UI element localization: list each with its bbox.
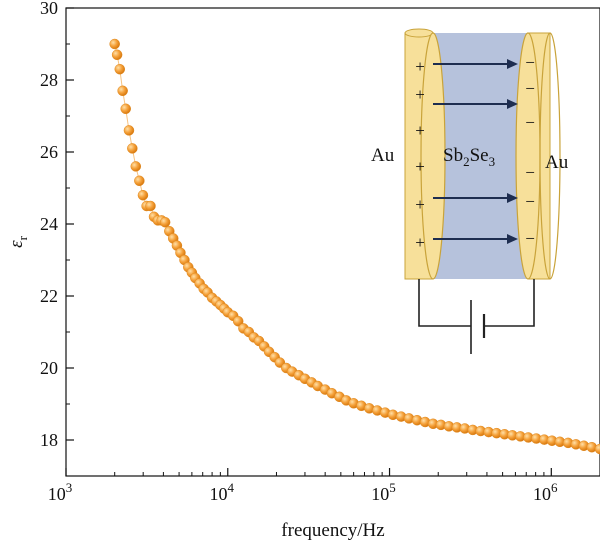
y-tick-label: 20 <box>40 358 58 378</box>
y-tick-label: 30 <box>40 0 58 18</box>
left-electrode-face <box>420 32 446 280</box>
y-axis-subscript: r <box>15 235 30 240</box>
data-point <box>111 49 123 61</box>
data-point <box>594 443 600 455</box>
y-tick-label: 24 <box>40 214 58 234</box>
plus-sign: + <box>415 157 425 176</box>
data-point <box>232 315 244 327</box>
y-tick-label: 28 <box>40 70 58 90</box>
axis-ticks: 18 20 22 24 26 28 30 103 104 105 106 <box>40 0 600 504</box>
minus-sign: − <box>525 79 535 98</box>
x-tick-label: 106 <box>533 480 558 504</box>
data-point <box>145 200 156 212</box>
right-au-label: Au <box>545 152 569 173</box>
left-wire <box>418 279 471 327</box>
data-point <box>159 216 171 228</box>
series-layer <box>109 38 600 455</box>
minus-sign: − <box>525 229 535 248</box>
plus-sign: + <box>415 57 425 76</box>
plot-area <box>65 7 600 477</box>
arrow-head <box>507 234 518 244</box>
x-axis-title: frequency/Hz <box>281 520 384 541</box>
left-electrode-top <box>404 28 434 38</box>
x-tick-label: 103 <box>48 480 73 504</box>
y-tick-label: 18 <box>40 430 58 450</box>
data-point <box>137 189 149 201</box>
arrow-head <box>507 99 518 109</box>
y-tick-label: 22 <box>40 286 58 306</box>
arrow-head <box>507 59 518 69</box>
plus-sign: + <box>415 233 425 252</box>
sb2se3-label: Sb2Se3 <box>443 145 495 169</box>
data-point <box>127 143 138 154</box>
data-point <box>123 125 135 136</box>
field-arrows <box>433 59 518 244</box>
plus-sign: + <box>415 85 425 104</box>
minus-sign: − <box>525 53 535 72</box>
plus-signs: + + + + + + <box>415 57 425 252</box>
plus-sign: + <box>415 195 425 214</box>
x-tick-label: 105 <box>371 480 396 504</box>
data-point <box>109 38 120 50</box>
plus-sign: + <box>415 121 425 140</box>
data-point <box>120 103 131 115</box>
data-point <box>114 63 126 75</box>
minus-sign: − <box>525 163 535 182</box>
data-point <box>130 161 142 172</box>
left-au-label: Au <box>371 145 395 166</box>
right-wire <box>484 279 535 327</box>
y-tick-label: 26 <box>40 142 58 162</box>
data-point <box>117 85 128 97</box>
minus-sign: − <box>525 192 535 211</box>
circuit <box>418 279 535 354</box>
right-electrode-back <box>539 32 561 280</box>
data-point <box>134 175 145 187</box>
device-inset: + + + + + + − − − − − − Au Au Sb2Se3 <box>371 28 569 354</box>
y-axis-symbol: ε <box>6 240 27 248</box>
arrow-head <box>507 193 518 203</box>
x-tick-label: 104 <box>210 480 235 504</box>
y-axis-title: εr <box>6 235 30 248</box>
minus-sign: − <box>525 113 535 132</box>
minus-signs: − − − − − − <box>525 53 535 248</box>
